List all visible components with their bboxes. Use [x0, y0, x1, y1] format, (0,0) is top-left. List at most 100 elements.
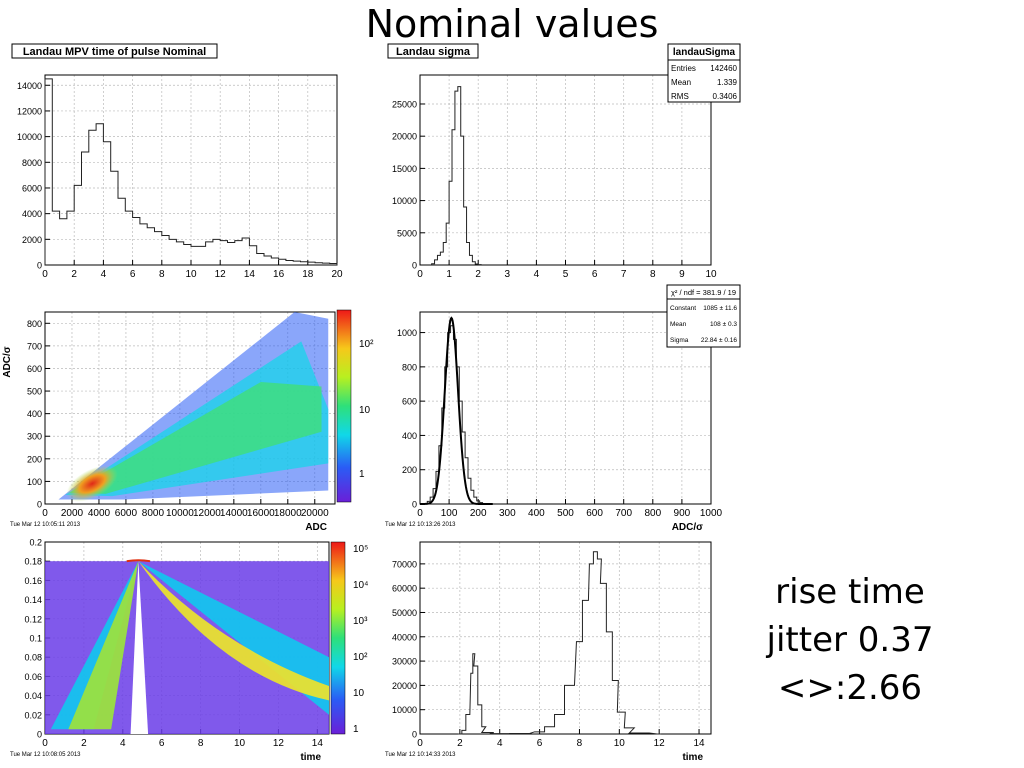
histogram-bin [286, 261, 293, 265]
y-tick-label: 0 [37, 730, 42, 740]
fit-param-name: Mean [670, 321, 687, 328]
histogram-bin [89, 130, 96, 265]
histogram-series [431, 86, 482, 266]
histogram-bin [140, 224, 147, 265]
heatmap-fills [45, 312, 329, 734]
y-tick-label: 4000 [22, 209, 42, 219]
palette-tick-label: 10 [353, 688, 365, 699]
y-tick-label: 0 [37, 500, 42, 510]
histogram-bin [133, 218, 140, 266]
x-axis-label: time [300, 752, 321, 763]
plot-frame [44, 311, 336, 505]
y-tick-label: 20000 [392, 681, 417, 691]
histogram-bin [213, 239, 220, 265]
timestamp: Tue Mar 12 10:08:05 2013 [10, 752, 81, 758]
histogram-bin [600, 583, 606, 734]
x-tick-label: 2 [457, 738, 463, 749]
y-tick-label: 0.18 [24, 557, 42, 567]
x-tick-label: 2000 [61, 508, 84, 519]
x-tick-label: 3 [505, 269, 511, 280]
histogram-bin [103, 142, 110, 265]
histogram-bin [593, 552, 597, 734]
histogram-bin [191, 246, 198, 265]
x-tick-label: 500 [557, 508, 574, 519]
note-rise-time: rise time [775, 572, 925, 612]
y-tick-label: 200 [27, 454, 42, 464]
y-tick-label: 300 [27, 432, 42, 442]
x-tick-label: 14000 [220, 508, 248, 519]
fit-param-name: Sigma [670, 337, 689, 344]
density-peak [66, 465, 118, 502]
timestamp: Tue Mar 12 10:13:26 2013 [385, 522, 456, 528]
stats-value: 142460 [710, 64, 737, 73]
histogram-title-box [11, 43, 218, 59]
fit-chi2: χ² / ndf = 381.9 / 19 [671, 288, 736, 297]
y-tick-label: 400 [402, 431, 417, 441]
palette-tick-label: 10⁴ [353, 580, 368, 591]
x-axis-label: ADC [305, 522, 327, 533]
y-tick-label: 6000 [22, 183, 42, 193]
note-mean: <>:2.66 [777, 668, 923, 708]
y-tick-label: 100 [27, 477, 42, 487]
x-tick-label: 8 [650, 269, 656, 280]
y-tick-label: 400 [27, 409, 42, 419]
x-tick-label: 700 [615, 508, 632, 519]
y-tick-label: 2000 [22, 235, 42, 245]
y-tick-label: 10000 [392, 705, 417, 715]
y-tick-label: 30000 [392, 657, 417, 667]
histogram-bin [67, 211, 74, 265]
x-tick-label: 0 [42, 508, 48, 519]
y-tick-label: 0 [412, 261, 417, 271]
histogram-bin [545, 727, 555, 734]
x-tick-label: 0 [417, 508, 423, 519]
histogram-bin [242, 238, 249, 265]
y-tick-label: 600 [27, 364, 42, 374]
x-tick-label: 12000 [193, 508, 221, 519]
y-tick-label: 8000 [22, 158, 42, 168]
histogram-bin [271, 258, 278, 265]
fit-param-value: 22.84 ± 0.16 [701, 337, 737, 344]
y-tick-label: 60000 [392, 584, 417, 594]
y-tick-label: 0.14 [24, 595, 42, 605]
x-tick-label: 9 [679, 269, 685, 280]
histogram-bin [235, 241, 242, 265]
histogram-title-box [387, 43, 479, 59]
x-tick-label: 14 [244, 269, 256, 280]
y-tick-label: 5000 [397, 228, 417, 238]
fan-left-core [68, 561, 139, 730]
x-tick-label: 6 [592, 269, 598, 280]
histogram-bin [82, 152, 89, 265]
y-tick-label: 0 [412, 500, 417, 510]
plot-frame [419, 541, 712, 735]
x-tick-label: 6000 [115, 508, 138, 519]
y-axis-label: ADC/σ [2, 346, 13, 377]
fan-right-outer [138, 561, 329, 715]
palette-tick-label: 10 [359, 405, 371, 416]
histogram-bin [466, 715, 470, 734]
stats-key: RMS [671, 92, 689, 101]
color-palette-bar [330, 541, 346, 735]
y-tick-label: 800 [402, 362, 417, 372]
gaussian-fit-curve [419, 316, 493, 505]
x-tick-label: 0 [42, 269, 48, 280]
histogram-bin [279, 259, 286, 265]
y-tick-label: 0.02 [24, 710, 42, 720]
palette-tick-label: 10³ [353, 616, 368, 627]
chart-2: 0 1 2 3 4 5 6 7 8 9 10 0 5000 10000 15000 20000 25000 Lan… [387, 43, 741, 280]
chart-4: 0 100 200 300 400 500 600 700 800 900 1000 0 200 400 6… [385, 284, 741, 533]
histogram-series [44, 78, 338, 265]
histogram-bin [52, 211, 59, 265]
x-tick-label: 16 [273, 269, 285, 280]
x-tick-label: 8 [577, 738, 583, 749]
histogram-bin [198, 246, 205, 265]
x-tick-label: 4 [120, 738, 126, 749]
x-tick-label: 10000 [166, 508, 194, 519]
histogram-bin [249, 246, 256, 265]
histogram-bin [555, 715, 565, 734]
x-tick-label: 12 [273, 738, 285, 749]
x-tick-label: 14 [693, 738, 705, 749]
histogram-bin [617, 712, 625, 734]
x-tick-label: 10 [705, 269, 717, 280]
y-tick-label: 0.04 [24, 691, 42, 701]
